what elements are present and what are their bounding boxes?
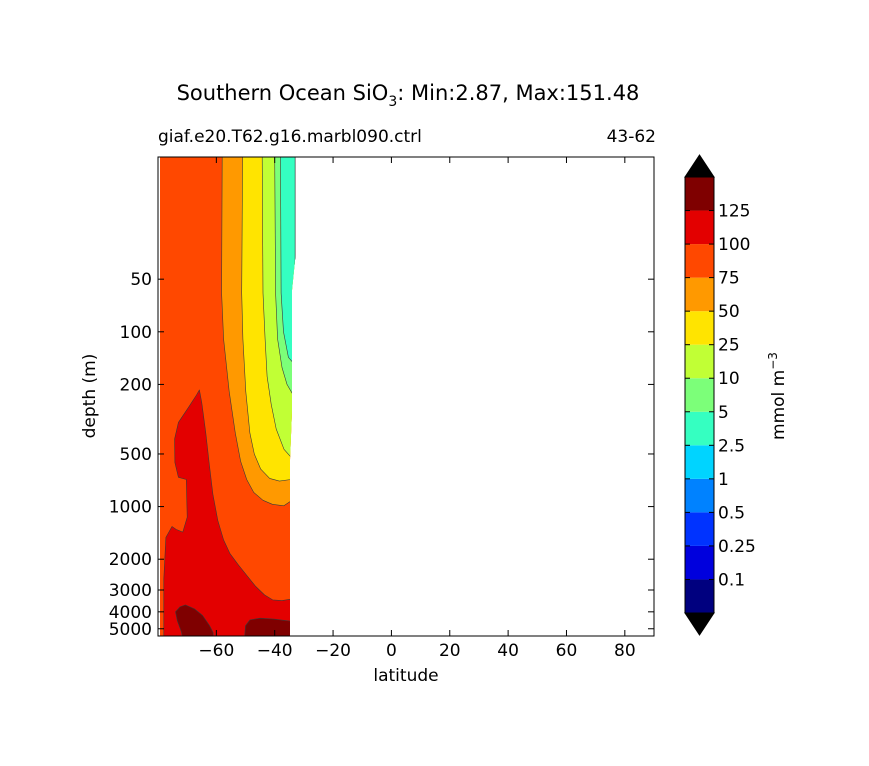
- contour-region-125-150-7: [175, 604, 214, 637]
- y-tick-label: 50: [130, 270, 152, 290]
- colorbar-tick-label: 125: [718, 202, 750, 222]
- colorbar-label-main: mmol m: [769, 370, 789, 440]
- y-tick-label: 1000: [109, 498, 152, 518]
- x-tick-label: 20: [439, 641, 461, 661]
- x-axis: −60 −40 −20 0 20 40 60 80: [198, 157, 636, 661]
- colorbar-tick-label: 0.1: [718, 570, 745, 590]
- colorbar-swatch: [685, 244, 714, 278]
- y-tick-label: 100: [120, 323, 152, 343]
- colorbar-tick-label: 0.5: [718, 503, 745, 523]
- chart-title-subscript: 3: [388, 94, 397, 110]
- colorbar-tick-label: 100: [718, 235, 750, 255]
- y-tick-label: 5000: [109, 620, 152, 640]
- colorbar-swatch: [685, 478, 714, 513]
- chart-title: Southern Ocean SiO3: Min:2.87, Max:151.4…: [177, 81, 640, 110]
- colorbar-tick-label: 1: [718, 470, 729, 490]
- colorbar-frame: [684, 176, 715, 614]
- colorbar-swatch: [685, 210, 714, 245]
- colorbar-tick-label: 2.5: [718, 436, 745, 456]
- colorbar-tick-label: 0.25: [718, 537, 756, 557]
- contour-region-2.5-5-5: [280, 157, 296, 366]
- colorbar-swatch: [685, 545, 714, 580]
- x-tick-label: 0: [386, 641, 397, 661]
- y-tick-label: 2000: [109, 550, 152, 570]
- x-tick-label: −60: [198, 641, 234, 661]
- colorbar-swatch: [685, 311, 714, 345]
- colorbar-tick-label: 25: [718, 336, 740, 356]
- colorbar-swatch: [685, 378, 714, 412]
- y-axis-label: depth (m): [80, 354, 100, 439]
- colorbar-swatch: [685, 579, 714, 613]
- x-tick-label: −20: [315, 641, 351, 661]
- x-tick-label: 80: [614, 641, 636, 661]
- colorbar-extend-max: [684, 154, 715, 178]
- contour-region-100-125-6: [163, 389, 296, 637]
- x-axis-label: latitude: [373, 666, 438, 686]
- colorbar-label: mmol m−3: [766, 352, 789, 440]
- colorbar-swatch: [685, 277, 714, 312]
- colorbar-tick-label: 50: [718, 302, 740, 322]
- contour-region-125-150-8: [244, 617, 296, 637]
- chart-subtitle-left: giaf.e20.T62.g16.marbl090.ctrl: [158, 127, 422, 147]
- plot-frame: [157, 156, 655, 637]
- x-tick-label: 60: [556, 641, 578, 661]
- colorbar-swatch: [685, 177, 714, 211]
- y-tick-label: 4000: [109, 603, 152, 623]
- x-tick-label: −40: [257, 641, 293, 661]
- chart-title-main: Southern Ocean SiO: [177, 81, 389, 105]
- colorbar-extend-min: [684, 612, 715, 636]
- colorbar-tick-label: 75: [718, 269, 740, 289]
- x-tick-label: 40: [497, 641, 519, 661]
- colorbar-label-superscript: −3: [766, 352, 780, 370]
- y-tick-label: 200: [120, 375, 152, 395]
- colorbar-swatch: [685, 411, 714, 446]
- chart-title-suffix: : Min:2.87, Max:151.48: [397, 81, 639, 105]
- colorbar-swatch: [685, 445, 714, 479]
- y-tick-label: 3000: [109, 581, 152, 601]
- colorbar-swatch: [685, 344, 714, 379]
- contour-regions: [160, 157, 296, 637]
- colorbar: 0.1 0.25 0.5 1 2.5 5 10 25 50 75 100 125: [684, 154, 756, 636]
- colorbar-tick-label: 5: [718, 403, 729, 423]
- colorbar-tick-label: 10: [718, 369, 740, 389]
- y-tick-label: 500: [120, 445, 152, 465]
- chart-subtitle-right: 43-62: [607, 127, 656, 147]
- colorbar-swatch: [685, 512, 714, 546]
